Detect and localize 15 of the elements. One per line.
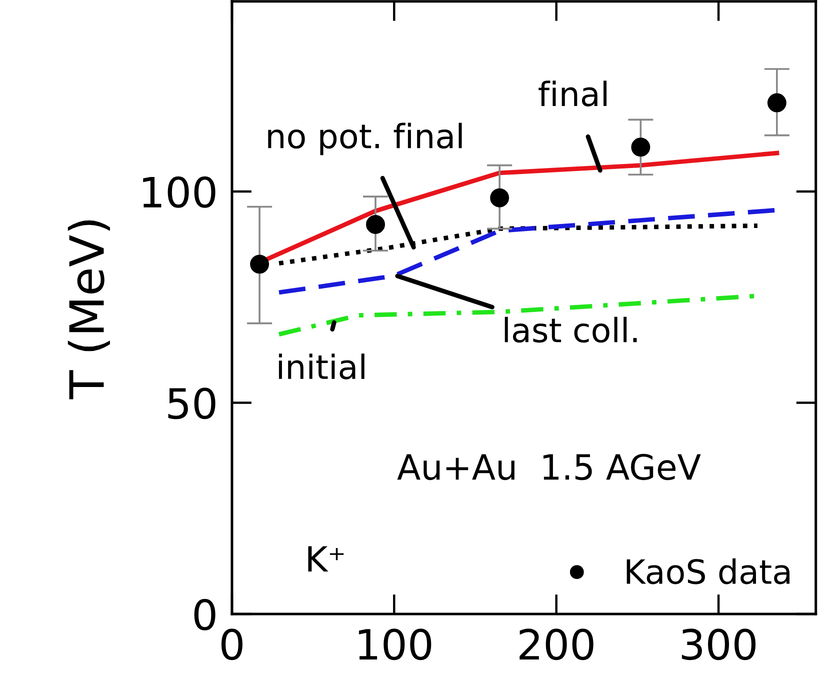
x-tick-label: 200 xyxy=(520,628,594,660)
y-tick-label: 0 xyxy=(194,598,216,630)
legend-label: KaoS data xyxy=(626,558,790,584)
annotation: Au+Au 1.5 AGeV xyxy=(397,454,701,480)
x-tick-label: 300 xyxy=(682,628,756,660)
x-tick-label: 0 xyxy=(221,628,242,660)
annotation: K⁺ xyxy=(308,546,344,572)
annotation: last coll. xyxy=(504,316,637,343)
y-tick-label: 50 xyxy=(168,388,216,420)
x-tick-label: 100 xyxy=(358,628,432,660)
annotation: no pot. final xyxy=(268,122,462,156)
y-tick-label: 100 xyxy=(143,176,216,208)
annotation: initial xyxy=(278,354,364,380)
annotation: final xyxy=(538,80,607,106)
y-axis-title: T (MeV) xyxy=(68,220,110,400)
